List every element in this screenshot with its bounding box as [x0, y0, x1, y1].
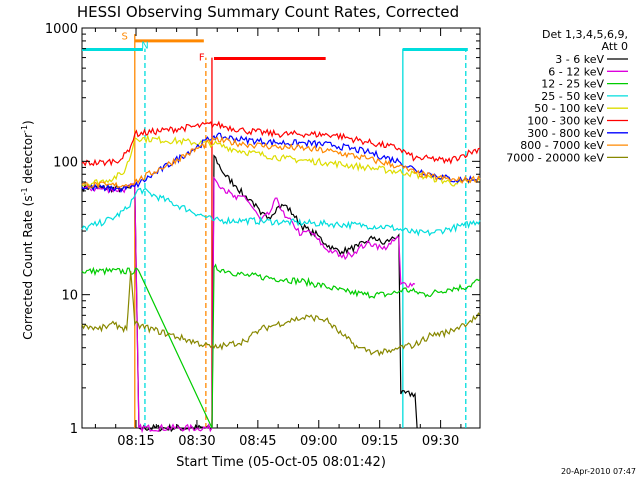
legend-label: 7000 - 20000 keV	[506, 151, 604, 164]
legend-label: 800 - 7000 keV	[520, 139, 604, 152]
flag-label-2: F	[199, 53, 205, 64]
legend-title: Att 0	[602, 40, 628, 53]
legend-label: 25 - 50 keV	[541, 90, 604, 103]
series-line-7	[81, 135, 481, 190]
chart-title: HESSI Observing Summary Count Rates, Cor…	[77, 3, 459, 21]
x-tick-label: 09:00	[300, 434, 337, 449]
legend-label: 100 - 300 keV	[527, 115, 604, 128]
series-line-8	[81, 271, 481, 357]
y-axis-label: Corrected Count Rate (s-1 detector-1)	[20, 120, 35, 339]
legend-label: 6 - 12 keV	[548, 65, 604, 78]
timestamp: 20-Apr-2010 07:47	[561, 467, 636, 476]
series-line-6	[81, 132, 481, 193]
series-line-1	[81, 176, 416, 434]
y-tick-label: 1000	[45, 22, 78, 37]
flag-label-1: N	[141, 41, 148, 52]
y-tick-label: 10	[61, 289, 78, 304]
svg-text:Corrected Count Rate (s-1 dete: Corrected Count Rate (s-1 detector-1)	[20, 120, 35, 339]
legend-label: 3 - 6 keV	[555, 53, 604, 66]
plot-frame	[81, 27, 481, 429]
x-tick-label: 08:15	[117, 434, 154, 449]
series-line-2	[81, 263, 481, 429]
axes-layer: 1 10 100 1000 08:15 08:30 08:45 09:00 09:15 09:30	[45, 22, 480, 449]
data-layer: S N F	[81, 31, 481, 434]
y-tick-label: 100	[53, 155, 78, 170]
series-line-5	[81, 120, 481, 167]
x-tick-label: 08:30	[178, 434, 215, 449]
series-line-4	[81, 133, 481, 188]
plot-border	[81, 27, 481, 429]
legend-label: 300 - 800 keV	[527, 127, 604, 140]
series-line-3	[81, 187, 481, 237]
y-tick-label: 1	[70, 422, 78, 437]
x-tick-label: 09:15	[361, 434, 398, 449]
x-tick-label: 09:30	[422, 434, 459, 449]
flag-label-0: S	[121, 31, 127, 42]
legend-label: 12 - 25 keV	[541, 78, 604, 91]
legend-label: 50 - 100 keV	[534, 102, 604, 115]
x-axis-label: Start Time (05-Oct-05 08:01:42)	[176, 455, 386, 470]
legend-title: Det 1,3,4,5,6,9,	[542, 28, 628, 41]
x-tick-label: 08:45	[239, 434, 276, 449]
